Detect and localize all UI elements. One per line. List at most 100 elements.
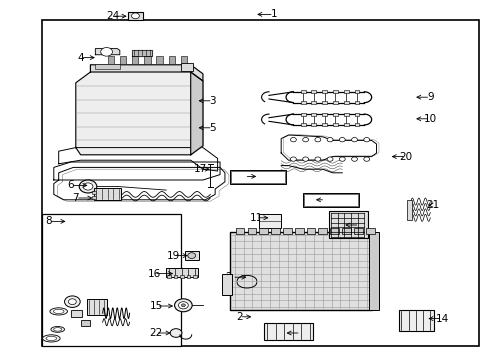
Circle shape <box>339 138 345 142</box>
Circle shape <box>314 157 320 161</box>
Polygon shape <box>190 72 203 155</box>
Bar <box>354 113 359 116</box>
Text: 19: 19 <box>166 251 180 261</box>
Circle shape <box>290 157 296 161</box>
Circle shape <box>351 138 357 142</box>
Circle shape <box>131 13 139 19</box>
Circle shape <box>83 183 93 190</box>
Text: 20: 20 <box>399 152 411 162</box>
Text: 5: 5 <box>209 123 216 133</box>
Circle shape <box>314 138 320 142</box>
Bar <box>300 101 305 104</box>
Circle shape <box>302 157 308 161</box>
Polygon shape <box>281 135 376 160</box>
Bar <box>398 310 433 331</box>
Bar <box>343 113 348 116</box>
Polygon shape <box>90 65 203 81</box>
Bar <box>300 123 305 126</box>
Bar <box>259 228 267 234</box>
Text: 3: 3 <box>209 96 216 106</box>
Text: 18: 18 <box>318 195 331 205</box>
Bar <box>304 194 358 206</box>
Bar <box>311 90 316 93</box>
Polygon shape <box>54 162 220 180</box>
Text: 10: 10 <box>423 114 436 124</box>
Circle shape <box>326 138 332 142</box>
Bar <box>365 228 374 234</box>
Bar <box>186 275 190 278</box>
Text: 12: 12 <box>293 328 307 338</box>
Bar <box>354 123 359 126</box>
Circle shape <box>290 138 296 142</box>
Text: 4: 4 <box>77 53 84 63</box>
Bar <box>259 214 281 228</box>
Bar <box>343 90 348 93</box>
Bar <box>166 268 198 277</box>
Circle shape <box>174 299 192 312</box>
Text: 17: 17 <box>193 164 207 174</box>
Bar <box>332 113 337 116</box>
Bar <box>193 275 196 278</box>
Bar <box>181 63 193 71</box>
Polygon shape <box>54 167 224 200</box>
Text: 13: 13 <box>352 220 366 230</box>
Text: 24: 24 <box>105 11 119 21</box>
Bar <box>311 123 316 126</box>
Text: 16: 16 <box>147 269 161 279</box>
Bar <box>71 310 81 317</box>
Bar <box>332 90 337 93</box>
Bar <box>94 188 121 200</box>
Text: 7: 7 <box>72 193 79 203</box>
Text: 11: 11 <box>249 213 263 223</box>
Bar <box>342 228 350 234</box>
Ellipse shape <box>51 327 64 332</box>
Text: 1: 1 <box>270 9 277 19</box>
Circle shape <box>302 138 308 142</box>
Bar <box>271 228 280 234</box>
Bar <box>294 228 303 234</box>
Bar <box>283 228 291 234</box>
Circle shape <box>363 157 369 161</box>
Bar <box>128 12 142 20</box>
Bar <box>318 228 326 234</box>
Bar <box>120 56 126 64</box>
Bar <box>107 56 114 64</box>
Text: 9: 9 <box>426 92 433 102</box>
Ellipse shape <box>54 328 61 331</box>
Bar <box>235 228 244 234</box>
Ellipse shape <box>42 335 60 342</box>
Polygon shape <box>95 49 120 55</box>
Circle shape <box>187 253 195 258</box>
Bar <box>353 228 362 234</box>
Polygon shape <box>132 50 151 56</box>
Text: 15: 15 <box>149 301 163 311</box>
Circle shape <box>178 302 188 309</box>
Bar <box>322 123 326 126</box>
Bar <box>222 274 232 295</box>
Bar <box>329 228 338 234</box>
Bar <box>184 251 198 260</box>
Bar <box>368 232 378 310</box>
Bar <box>247 228 256 234</box>
Bar <box>168 56 175 64</box>
Circle shape <box>64 296 80 307</box>
Bar <box>230 171 285 183</box>
Circle shape <box>326 157 332 161</box>
Bar <box>229 232 371 310</box>
Bar <box>322 113 326 116</box>
Bar <box>354 101 359 104</box>
Bar <box>41 20 478 346</box>
Bar <box>300 113 305 116</box>
Bar <box>264 323 312 340</box>
Bar <box>92 191 96 194</box>
Text: 21: 21 <box>425 200 439 210</box>
Bar <box>311 113 316 116</box>
Bar <box>332 101 337 104</box>
Circle shape <box>351 157 357 161</box>
Text: 18: 18 <box>237 171 251 181</box>
Bar <box>156 56 163 64</box>
Bar <box>95 64 120 69</box>
Bar <box>343 123 348 126</box>
Bar <box>180 275 183 278</box>
Bar <box>92 196 96 199</box>
